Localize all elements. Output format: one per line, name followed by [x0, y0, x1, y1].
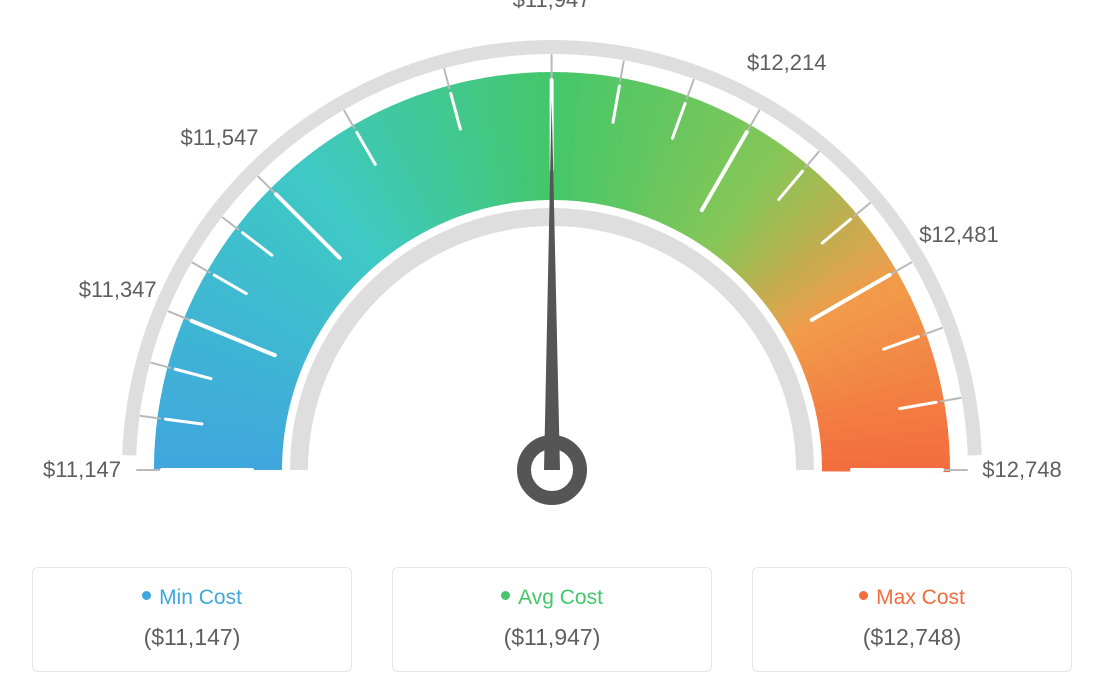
legend-card-min: Min Cost ($11,147)	[32, 567, 352, 672]
legend-card-max: Max Cost ($12,748)	[752, 567, 1072, 672]
dot-icon	[859, 591, 868, 600]
gauge-chart: $11,147 $11,347 $11,547 $11,947 $12,214 $12,4…	[0, 0, 1104, 560]
legend-title-text: Min Cost	[159, 586, 242, 609]
legend-title-text: Avg Cost	[518, 586, 603, 609]
legend-title-text: Max Cost	[876, 586, 965, 609]
legend-value-avg: ($11,947)	[403, 624, 701, 651]
legend-card-avg: Avg Cost ($11,947)	[392, 567, 712, 672]
gauge-tick-label: $11,347	[79, 277, 157, 303]
legend-row: Min Cost ($11,147) Avg Cost ($11,947) Ma…	[0, 567, 1104, 672]
gauge-tick-label: $11,147	[43, 457, 121, 483]
dot-icon	[501, 591, 510, 600]
legend-title-avg: Avg Cost	[403, 586, 701, 610]
legend-title-min: Min Cost	[43, 586, 341, 610]
gauge-tick-label: $11,547	[181, 125, 259, 151]
dot-icon	[142, 591, 151, 600]
gauge-tick-label: $11,947	[513, 0, 591, 13]
legend-value-max: ($12,748)	[763, 624, 1061, 651]
gauge-svg	[0, 0, 1104, 560]
gauge-tick-label: $12,481	[919, 222, 999, 248]
legend-value-min: ($11,147)	[43, 624, 341, 651]
gauge-tick-label: $12,748	[982, 457, 1062, 483]
gauge-tick-label: $12,214	[747, 50, 827, 76]
legend-title-max: Max Cost	[763, 586, 1061, 610]
